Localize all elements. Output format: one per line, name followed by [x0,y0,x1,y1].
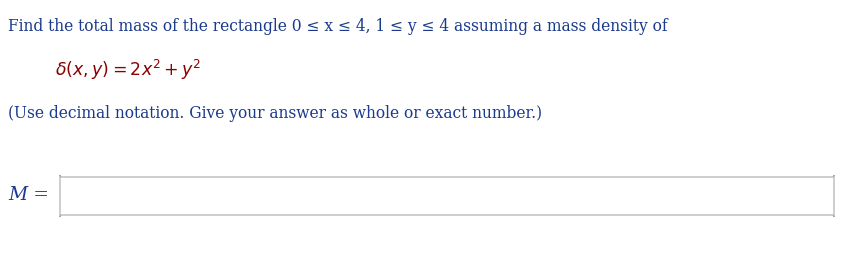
Text: $\delta(x, y) = 2x^2 + y^2$: $\delta(x, y) = 2x^2 + y^2$ [55,58,201,82]
Text: M =: M = [8,186,49,204]
FancyBboxPatch shape [60,175,834,217]
Text: Find the total mass of the rectangle 0 ≤ x ≤ 4, 1 ≤ y ≤ 4 assuming a mass densit: Find the total mass of the rectangle 0 ≤… [8,18,667,35]
Text: (Use decimal notation. Give your answer as whole or exact number.): (Use decimal notation. Give your answer … [8,105,542,122]
